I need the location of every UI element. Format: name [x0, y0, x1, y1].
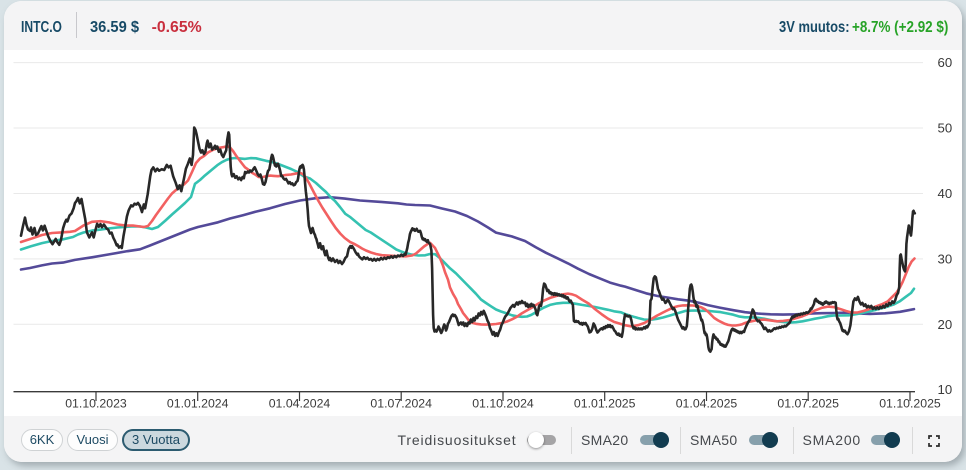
- svg-text:01.10.2023: 01.10.2023: [65, 397, 127, 411]
- svg-text:01.07.2025: 01.07.2025: [777, 397, 839, 411]
- svg-text:01.10.2024: 01.10.2024: [472, 397, 534, 411]
- svg-text:40: 40: [938, 186, 953, 201]
- svg-text:01.04.2025: 01.04.2025: [676, 397, 738, 411]
- svg-text:20: 20: [938, 317, 953, 332]
- svg-text:60: 60: [938, 55, 953, 70]
- svg-text:01.01.2025: 01.01.2025: [574, 397, 636, 411]
- svg-text:01.04.2024: 01.04.2024: [269, 397, 331, 411]
- svg-text:50: 50: [938, 121, 953, 136]
- svg-text:01.07.2024: 01.07.2024: [370, 397, 432, 411]
- svg-text:01.10.2025: 01.10.2025: [879, 397, 941, 411]
- svg-text:10: 10: [938, 382, 953, 397]
- svg-text:30: 30: [938, 252, 953, 267]
- svg-text:01.01.2024: 01.01.2024: [167, 397, 229, 411]
